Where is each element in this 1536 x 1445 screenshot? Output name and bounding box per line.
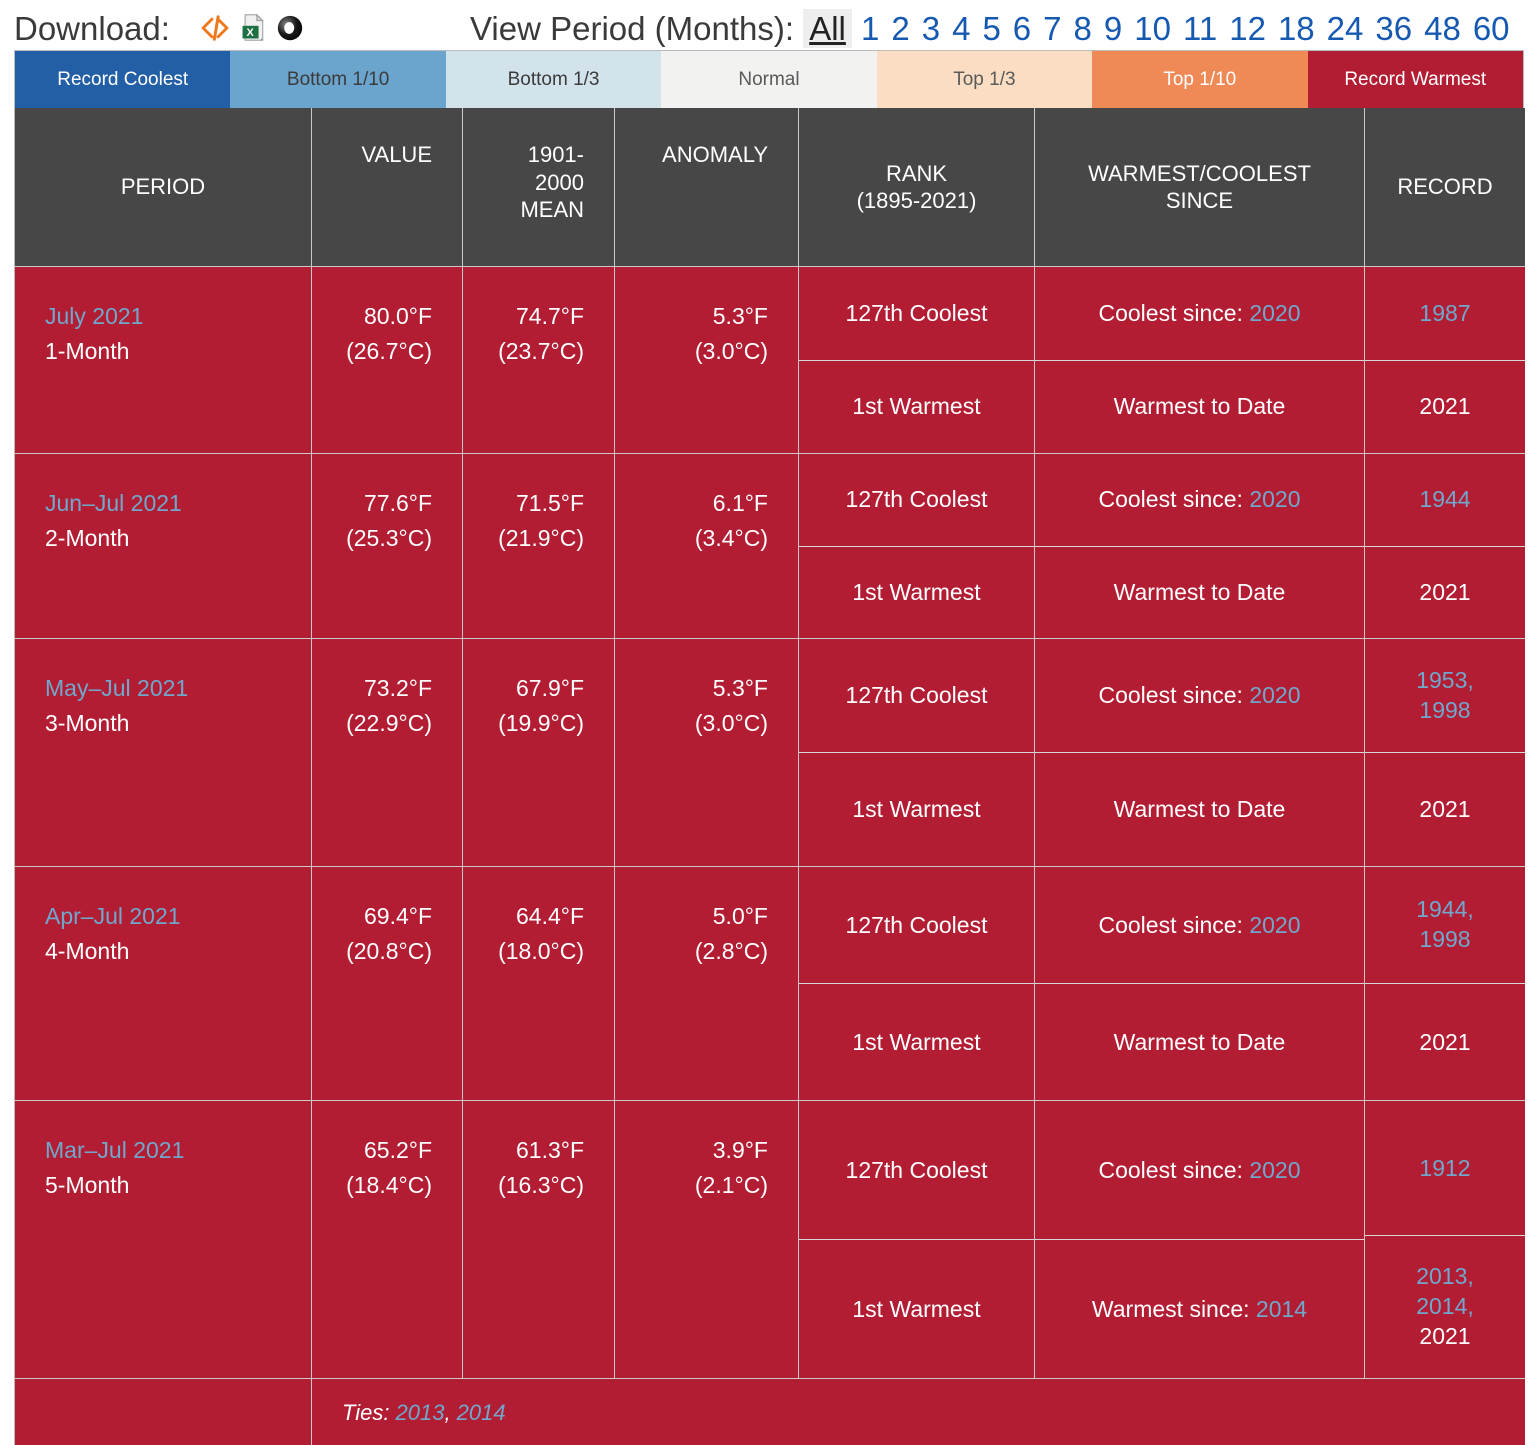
svg-text:X: X [246,27,254,39]
svg-text:,: , [261,32,263,41]
